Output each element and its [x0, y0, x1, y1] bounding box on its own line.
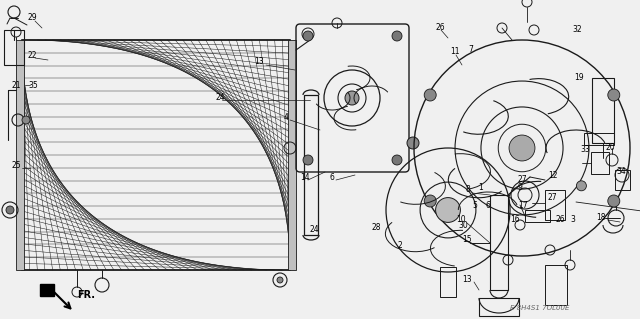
Circle shape: [407, 137, 419, 149]
Circle shape: [608, 89, 620, 101]
Text: 9: 9: [518, 183, 523, 192]
Bar: [288, 40, 296, 270]
Bar: [490, 195, 508, 290]
Bar: [16, 40, 24, 270]
Text: 11: 11: [450, 48, 460, 56]
Bar: [545, 190, 565, 220]
Text: 14: 14: [300, 174, 310, 182]
Circle shape: [424, 195, 436, 207]
Text: 5: 5: [472, 201, 477, 210]
Text: FR.: FR.: [77, 290, 95, 300]
Bar: [592, 78, 614, 143]
Circle shape: [608, 195, 620, 207]
Text: 19: 19: [574, 73, 584, 83]
Text: 10: 10: [456, 216, 466, 225]
Text: 33: 33: [580, 145, 589, 154]
Text: 1: 1: [478, 183, 483, 192]
Text: 7: 7: [468, 46, 473, 55]
Text: 6: 6: [330, 174, 335, 182]
Circle shape: [303, 31, 313, 41]
Circle shape: [392, 155, 402, 165]
Text: 15: 15: [462, 235, 472, 244]
Text: 24: 24: [215, 93, 225, 102]
Bar: [525, 210, 550, 222]
Text: 13: 13: [254, 57, 264, 66]
Text: 26: 26: [435, 24, 445, 33]
Text: 24: 24: [310, 226, 319, 234]
Circle shape: [577, 181, 586, 191]
Bar: [304, 95, 318, 235]
Circle shape: [392, 31, 402, 41]
Text: 27: 27: [548, 194, 557, 203]
Circle shape: [436, 197, 460, 222]
Bar: [479, 298, 519, 316]
Text: 32: 32: [572, 26, 582, 34]
Circle shape: [22, 116, 30, 124]
Bar: [440, 267, 456, 297]
Text: E 8H4S1 7OL00E: E 8H4S1 7OL00E: [510, 305, 570, 311]
Text: 30: 30: [458, 220, 468, 229]
Bar: [591, 152, 609, 174]
Text: 13: 13: [462, 276, 472, 285]
Text: 6: 6: [485, 201, 490, 210]
Bar: [4, 30, 24, 65]
Text: 29: 29: [28, 13, 38, 23]
Text: 8: 8: [466, 186, 471, 195]
Text: 28: 28: [372, 224, 381, 233]
Text: 12: 12: [548, 170, 557, 180]
Text: 4: 4: [284, 114, 289, 122]
Text: 17: 17: [518, 201, 527, 210]
Bar: [545, 265, 567, 305]
Bar: [22, 40, 290, 270]
Text: 35: 35: [28, 80, 38, 90]
Bar: [584, 133, 614, 145]
Bar: [615, 170, 630, 190]
Text: 21: 21: [12, 80, 22, 90]
Text: 2: 2: [398, 241, 403, 249]
Circle shape: [509, 135, 535, 161]
Circle shape: [303, 155, 313, 165]
Circle shape: [277, 277, 283, 283]
Text: 27: 27: [518, 175, 527, 184]
Text: 26: 26: [556, 216, 566, 225]
Text: 20: 20: [606, 144, 616, 152]
Polygon shape: [40, 284, 54, 296]
Circle shape: [345, 91, 359, 105]
Text: 18: 18: [596, 213, 606, 222]
Text: 22: 22: [28, 50, 38, 60]
Text: 3: 3: [570, 216, 575, 225]
Circle shape: [6, 206, 14, 214]
Text: 25: 25: [12, 160, 22, 169]
Text: 34: 34: [616, 167, 626, 176]
Circle shape: [424, 89, 436, 101]
Text: 16: 16: [510, 216, 520, 225]
